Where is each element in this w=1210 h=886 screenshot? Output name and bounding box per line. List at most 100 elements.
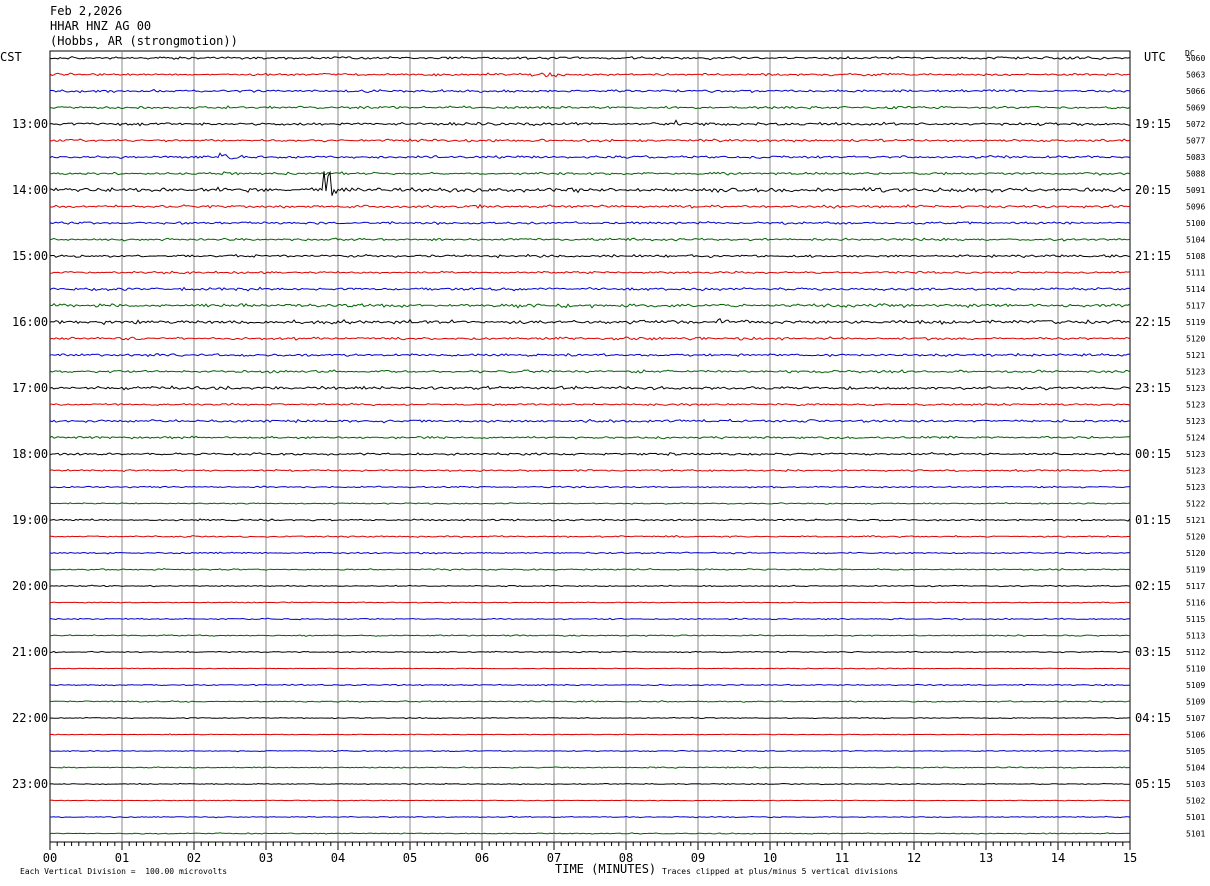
dc-value-label: 5066 [1186, 87, 1205, 96]
trace-line [49, 782, 1131, 786]
dc-value-label: 5114 [1186, 285, 1205, 294]
trace-line [49, 55, 1131, 61]
cst-hour-label: 13:00 [12, 117, 48, 131]
dc-value-label: 5120 [1186, 549, 1205, 558]
trace-line [49, 799, 1130, 802]
dc-value-label: 5119 [1186, 318, 1205, 327]
trace-line [49, 402, 1131, 407]
trace-line [49, 716, 1131, 720]
trace-line [49, 138, 1131, 143]
trace-line [49, 650, 1131, 654]
dc-value-label: 5121 [1186, 516, 1205, 525]
utc-hour-label: 20:15 [1135, 183, 1171, 197]
trace-line [50, 634, 1131, 637]
station-location: (Hobbs, AR (strongmotion)) [50, 34, 238, 48]
station-code: HHAR HNZ AG 00 [50, 19, 152, 33]
cst-hour-label: 23:00 [12, 777, 48, 791]
cst-hour-label: 14:00 [12, 183, 48, 197]
dc-value-label: 5112 [1186, 648, 1205, 657]
dc-value-label: 5117 [1186, 302, 1205, 311]
dc-value-label: 5123 [1186, 467, 1205, 476]
trace-line [49, 733, 1131, 736]
x-tick-label: 10 [763, 851, 777, 865]
dc-value-label: 5123 [1186, 450, 1205, 459]
utc-hour-label: 01:15 [1135, 513, 1171, 527]
dc-value-label: 5100 [1186, 219, 1205, 228]
dc-value-label: 5123 [1186, 401, 1205, 410]
trace-line [49, 700, 1131, 703]
cst-hour-label: 16:00 [12, 315, 48, 329]
utc-hour-label: 19:15 [1135, 117, 1171, 131]
trace-line [49, 518, 1131, 522]
dc-value-label: 5091 [1186, 186, 1205, 195]
x-axis-title: TIME (MINUTES) [555, 862, 657, 876]
dc-value-label: 5109 [1186, 698, 1205, 707]
trace-line [49, 221, 1131, 226]
x-tick-label: 05 [403, 851, 417, 865]
cst-hour-label: 17:00 [12, 381, 48, 395]
dc-value-label: 5107 [1186, 714, 1205, 723]
x-tick-label: 04 [331, 851, 345, 865]
dc-value-label: 5111 [1186, 269, 1205, 278]
trace-line [49, 352, 1131, 358]
trace-line [49, 253, 1131, 259]
plot-frame [49, 50, 1131, 843]
trace-line [50, 815, 1131, 819]
trace-line [49, 369, 1131, 374]
dc-value-label: 5096 [1186, 203, 1205, 212]
utc-hour-label: 23:15 [1135, 381, 1171, 395]
utc-hour-label: 04:15 [1135, 711, 1171, 725]
x-tick-label: 14 [1051, 851, 1065, 865]
trace-line [49, 601, 1131, 604]
plot-date: Feb 2,2026 [50, 4, 123, 18]
trace-line [49, 237, 1131, 242]
utc-hour-label: 05:15 [1135, 777, 1171, 791]
dc-value-label: 5120 [1186, 533, 1205, 542]
dc-value-label: 5083 [1186, 153, 1205, 162]
dc-value-label: 5063 [1186, 71, 1205, 80]
x-tick-label: 00 [43, 851, 57, 865]
trace-line [49, 71, 1131, 78]
utc-hour-label: 21:15 [1135, 249, 1171, 263]
x-tick-label: 03 [259, 851, 273, 865]
cst-hour-label: 22:00 [12, 711, 48, 725]
dc-value-label: 5123 [1186, 417, 1205, 426]
trace-line [49, 617, 1131, 621]
cst-hour-label: 20:00 [12, 579, 48, 593]
trace-line [49, 749, 1131, 753]
trace-line [49, 88, 1131, 94]
right-timezone-label: UTC [1144, 50, 1166, 64]
trace-line [49, 336, 1131, 341]
cst-hour-label: 15:00 [12, 249, 48, 263]
clip-note: Traces clipped at plus/minus 5 vertical … [662, 867, 899, 876]
trace-line [49, 171, 1131, 176]
x-tick-label: 08 [619, 851, 633, 865]
dc-value-label: 5121 [1186, 351, 1205, 360]
x-tick-label: 07 [547, 851, 561, 865]
trace-line [49, 317, 1131, 326]
x-tick-label: 09 [691, 851, 705, 865]
dc-value-label: 5104 [1186, 236, 1205, 245]
dc-value-label: 5069 [1186, 104, 1205, 113]
dc-value-label: 5122 [1186, 500, 1205, 509]
dc-value-label: 5106 [1186, 731, 1205, 740]
dc-label: DC [1185, 49, 1195, 58]
trace-line [49, 452, 1131, 456]
dc-value-label: 5060 [1186, 54, 1205, 63]
utc-hour-label: 22:15 [1135, 315, 1171, 329]
dc-value-label: 5077 [1186, 137, 1205, 146]
x-tick-label: 01 [115, 851, 129, 865]
utc-hour-label: 00:15 [1135, 447, 1171, 461]
dc-value-label: 5115 [1186, 615, 1205, 624]
trace-line [49, 203, 1131, 209]
trace-line [49, 584, 1131, 588]
dc-value-label: 5124 [1186, 434, 1205, 443]
dc-value-label: 5072 [1186, 120, 1205, 129]
cst-hour-label: 21:00 [12, 645, 48, 659]
trace-line [49, 105, 1131, 110]
trace-line [49, 766, 1131, 769]
cst-hour-label: 18:00 [12, 447, 48, 461]
trace-line [49, 468, 1131, 473]
trace-line [49, 683, 1131, 687]
dc-value-label: 5119 [1186, 566, 1205, 575]
